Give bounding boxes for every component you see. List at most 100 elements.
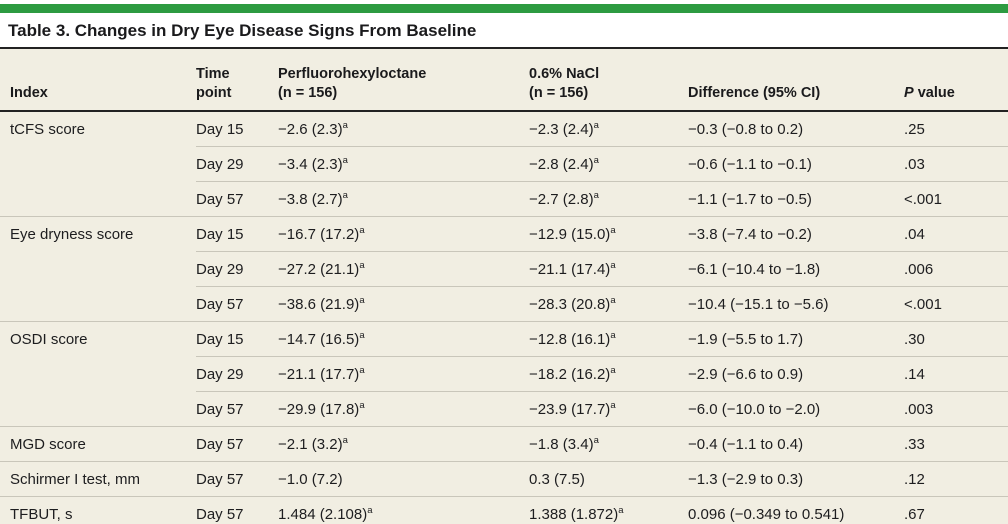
table-row: Day 57 −29.9 (17.8)a −23.9 (17.7)a −6.0 (−1… <box>0 391 1008 427</box>
cell-nacl: −21.1 (17.4)a <box>529 251 688 287</box>
header-line: Perfluorohexyloctane <box>278 66 427 83</box>
cell-perfluorohexyloctane: −38.6 (21.9)a <box>278 286 529 322</box>
cell-index: tCFS score <box>10 120 86 138</box>
column-header-time-point: Time point <box>196 48 278 112</box>
column-header-perfluorohexyloctane: Perfluorohexyloctane (n = 156) <box>278 48 529 112</box>
table-row: Day 29 −27.2 (21.1)a −21.1 (17.4)a −6.1 (−1… <box>0 251 1008 287</box>
cell-nacl: −1.8 (3.4)a <box>529 426 688 462</box>
cell-index <box>0 147 196 182</box>
cell-time-point: Day 29 <box>196 146 278 182</box>
cell-time-point: Day 57 <box>196 461 278 497</box>
table-row: Schirmer I test, mm Day 57 −1.0 (7.2) 0.3 (… <box>0 461 1008 497</box>
cell-nacl: −18.2 (16.2)a <box>529 356 688 392</box>
cell-time-point: Day 57 <box>196 496 278 524</box>
footnote-marker: a <box>610 294 616 306</box>
footnote-marker: a <box>359 329 365 341</box>
column-header-p-value: P value <box>904 48 1008 112</box>
column-header-index: Index <box>0 48 196 112</box>
table-row: Day 57 −3.8 (2.7)a −2.7 (2.8)a −1.1 (−1.7 t… <box>0 181 1008 217</box>
cell-index <box>0 392 196 427</box>
cell-nacl: −28.3 (20.8)a <box>529 286 688 322</box>
header-row: Index Time point Perfluorohexyloctane (n =… <box>0 48 1008 112</box>
cell-time-point: Day 15 <box>196 120 244 138</box>
header-line: (n = 156) <box>278 85 338 102</box>
cell-difference: −1.3 (−2.9 to 0.3) <box>688 461 904 497</box>
footnote-marker: a <box>593 154 599 166</box>
cell-perfluorohexyloctane: 1.484 (2.108)a <box>278 496 529 524</box>
cell-p-value: .14 <box>904 356 1008 392</box>
table-row: Day 29 −21.1 (17.7)a −18.2 (16.2)a −2.9 (−6… <box>0 356 1008 392</box>
cell-p-value: .67 <box>904 496 1008 524</box>
cell-time-point: Day 29 <box>196 251 278 287</box>
cell-p-value: .003 <box>904 391 1008 427</box>
cell-p-value: .006 <box>904 251 1008 287</box>
cell-nacl: −23.9 (17.7)a <box>529 391 688 427</box>
footnote-marker: a <box>593 189 599 201</box>
cell-perfluorohexyloctane: −2.6 (2.3)a <box>278 119 348 138</box>
cell-difference: 0.096 (−0.349 to 0.541) <box>688 496 904 524</box>
cell-difference: −3.8 (−7.4 to −0.2) <box>688 216 904 252</box>
cell-time-point: Day 57 <box>196 391 278 427</box>
cell-p-value: .33 <box>904 426 1008 462</box>
cell-perfluorohexyloctane: −3.4 (2.3)a <box>278 146 529 182</box>
cell-index: Eye dryness score <box>0 216 196 252</box>
table-row: Eye dryness score Day 15 −16.7 (17.2)a −12.… <box>0 216 1008 252</box>
cell-difference: −10.4 (−15.1 to −5.6) <box>688 286 904 322</box>
footnote-marker: a <box>367 504 373 516</box>
cell-perfluorohexyloctane: −16.7 (17.2)a <box>278 216 529 252</box>
cell-perfluorohexyloctane: −21.1 (17.7)a <box>278 356 529 392</box>
cell-index: TFBUT, s <box>0 496 196 524</box>
cell-p-value: <.001 <box>904 286 1008 322</box>
column-header-difference: Difference (95% CI) <box>688 48 904 112</box>
cell-difference: −0.6 (−1.1 to −0.1) <box>688 146 904 182</box>
cell-nacl: −2.3 (2.4)a <box>529 119 599 138</box>
table-header: Index Time point Perfluorohexyloctane (n =… <box>0 48 1008 112</box>
cell-difference: −0.4 (−1.1 to 0.4) <box>688 426 904 462</box>
header-line: 0.6% NaCl <box>529 66 600 83</box>
table-row: tCFS score Day 15 −2.6 (2.3)a −2.3 (2.4)a −0… <box>0 111 1008 147</box>
cell-perfluorohexyloctane: −27.2 (21.1)a <box>278 251 529 287</box>
table-row: Day 57 −38.6 (21.9)a −28.3 (20.8)a −10.4 (−… <box>0 286 1008 322</box>
cell-difference: −1.9 (−5.5 to 1.7) <box>688 321 904 357</box>
cell-nacl: 1.388 (1.872)a <box>529 496 688 524</box>
table-row: Day 29 −3.4 (2.3)a −2.8 (2.4)a −0.6 (−1.1 t… <box>0 146 1008 182</box>
cell-perfluorohexyloctane: −14.7 (16.5)a <box>278 321 529 357</box>
cell-nacl: −12.8 (16.1)a <box>529 321 688 357</box>
cell-index: MGD score <box>0 426 196 462</box>
p-value-italic: P <box>904 85 914 102</box>
footnote-marker: a <box>610 224 616 236</box>
cell-difference: −2.9 (−6.6 to 0.9) <box>688 356 904 392</box>
table-row: OSDI score Day 15 −14.7 (16.5)a −12.8 (16.1… <box>0 321 1008 357</box>
column-header-nacl: 0.6% NaCl (n = 156) <box>529 48 688 112</box>
cell-time-point: Day 57 <box>196 286 278 322</box>
table-row: TFBUT, s Day 57 1.484 (2.108)a 1.388 (1.872… <box>0 496 1008 524</box>
footnote-marker: a <box>359 364 365 376</box>
cell-index: Schirmer I test, mm <box>0 461 196 497</box>
cell-p-value: .30 <box>904 321 1008 357</box>
footnote-marker: a <box>342 189 348 201</box>
header-line: point <box>196 85 232 102</box>
footnote-marker: a <box>610 399 616 411</box>
cell-index <box>0 252 196 287</box>
header-line: Time <box>196 66 230 83</box>
table-title: Table 3. Changes in Dry Eye Disease Sign… <box>8 21 477 40</box>
footnote-marker: a <box>593 434 599 446</box>
table-row: MGD score Day 57 −2.1 (3.2)a −1.8 (3.4)a −0.… <box>0 426 1008 462</box>
cell-nacl: −2.7 (2.8)a <box>529 181 688 217</box>
cell-p-value: .25 <box>904 120 925 138</box>
cell-time-point: Day 15 <box>196 216 278 252</box>
table-body: tCFS score Day 15 −2.6 (2.3)a −2.3 (2.4)a −0… <box>0 111 1008 524</box>
cell-index <box>0 287 196 322</box>
cell-perfluorohexyloctane: −29.9 (17.8)a <box>278 391 529 427</box>
footnote-marker: a <box>610 259 616 271</box>
footnote-marker: a <box>593 119 599 131</box>
cell-perfluorohexyloctane: −3.8 (2.7)a <box>278 181 529 217</box>
footnote-marker: a <box>610 329 616 341</box>
footnote-marker: a <box>342 434 348 446</box>
footnote-marker: a <box>342 119 348 131</box>
data-table: Index Time point Perfluorohexyloctane (n =… <box>0 47 1008 524</box>
footnote-marker: a <box>618 504 624 516</box>
footnote-marker: a <box>610 364 616 376</box>
footnote-marker: a <box>359 224 365 236</box>
